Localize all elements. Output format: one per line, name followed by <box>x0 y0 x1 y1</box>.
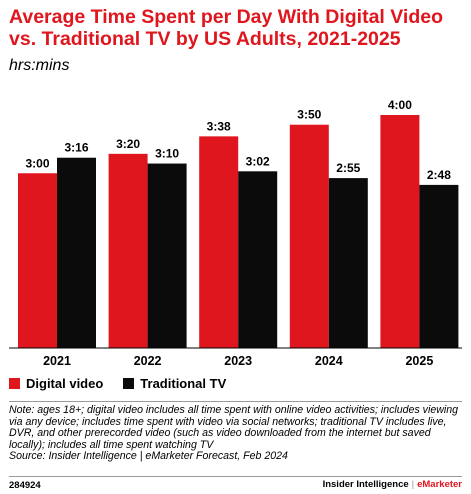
bar-traditional-2025 <box>419 184 459 348</box>
bar-traditional-2023 <box>238 171 278 348</box>
brand-secondary: eMarketer <box>417 479 462 490</box>
bar-traditional-2024 <box>328 178 368 348</box>
data-label-digital-2021: 3:00 <box>25 156 49 170</box>
bars-group <box>18 115 459 348</box>
x-axis-ticks: 2021 2022 2023 2024 2025 <box>43 354 433 368</box>
x-tick-label-2021: 2021 <box>43 354 71 368</box>
brand-primary: Insider Intelligence <box>322 479 409 490</box>
bar-traditional-2021 <box>57 157 96 348</box>
x-tick-label-2022: 2022 <box>134 354 162 368</box>
bar-chart: 3:00 3:16 3:20 3:10 3:38 3:02 3:50 2:55 4:00 2:48… <box>9 98 462 368</box>
x-tick-label-2023: 2023 <box>224 354 252 368</box>
chart-id: 284924 <box>9 480 41 491</box>
legend-label-digital: Digital video <box>26 375 104 391</box>
source-text: Source: Insider Intelligence | eMarketer… <box>9 450 288 463</box>
x-tick-label-2024: 2024 <box>315 354 343 368</box>
note-divider <box>9 401 462 402</box>
legend-swatch-digital <box>9 377 20 389</box>
footer-brand: Insider Intelligence | eMarketer <box>323 479 462 490</box>
legend-item-digital: Digital video <box>9 376 103 391</box>
chart-note: Note: ages 18+; digital video includes a… <box>9 404 464 463</box>
data-label-traditional-2021: 3:16 <box>64 141 88 155</box>
brand-separator: | <box>411 479 415 490</box>
data-label-traditional-2024: 2:55 <box>336 161 360 175</box>
bar-digital-2023 <box>199 136 239 348</box>
x-tick-label-2025: 2025 <box>405 354 433 368</box>
footer-divider <box>9 476 462 477</box>
data-label-traditional-2025: 2:48 <box>427 168 451 182</box>
note-text: Note: ages 18+; digital video includes a… <box>9 404 459 451</box>
bar-traditional-2022 <box>147 163 187 348</box>
legend-swatch-traditional <box>123 377 135 389</box>
bar-labels-group: 3:00 3:16 3:20 3:10 3:38 3:02 3:50 2:55 4:00 2:48 <box>25 98 451 182</box>
data-label-digital-2023: 3:38 <box>207 119 231 133</box>
data-label-traditional-2023: 3:02 <box>246 154 270 168</box>
chart-subtitle: hrs:mins <box>9 57 70 74</box>
data-label-digital-2022: 3:20 <box>116 137 140 151</box>
chart-title: Average Time Spent per Day With Digital … <box>9 6 443 50</box>
bar-digital-2022 <box>108 153 148 348</box>
bar-digital-2021 <box>18 173 57 348</box>
legend: Digital video Traditional TV <box>9 375 246 391</box>
bar-digital-2025 <box>380 115 420 348</box>
data-label-traditional-2022: 3:10 <box>155 147 179 161</box>
data-label-digital-2025: 4:00 <box>388 98 412 112</box>
data-label-digital-2024: 3:50 <box>297 108 321 122</box>
bar-digital-2024 <box>289 124 329 348</box>
legend-label-traditional: Traditional TV <box>140 375 227 391</box>
legend-item-traditional: Traditional TV <box>123 376 226 391</box>
